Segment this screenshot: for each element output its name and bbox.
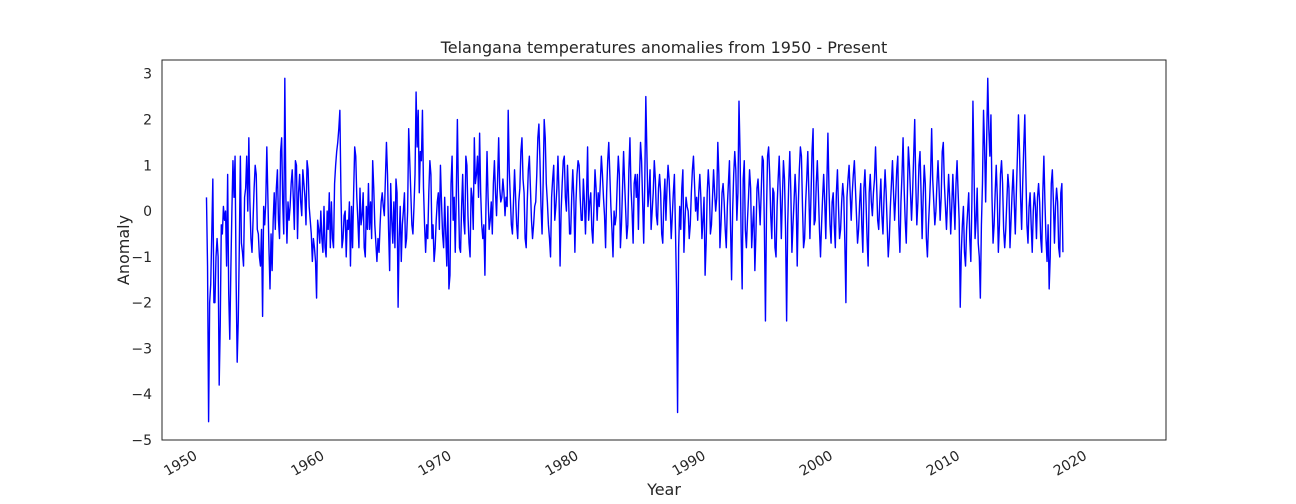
y-tick-label: 1: [143, 158, 152, 174]
x-tick-label: 2020: [1051, 448, 1090, 480]
x-tick-label: 1970: [416, 448, 455, 480]
x-tick-label: 2010: [924, 448, 963, 480]
x-tick-label: 1990: [670, 448, 709, 480]
y-tick-label: −1: [131, 250, 152, 266]
x-tick-label: 1960: [288, 448, 327, 480]
y-tick-label: 0: [143, 204, 152, 220]
chart-title: Telangana temperatures anomalies from 19…: [440, 38, 888, 57]
x-tick-label: 1950: [161, 448, 200, 480]
y-tick-label: 2: [143, 113, 152, 129]
y-axis-ticks: 3 2 1 0 −1 −2 −3 −4 −5: [131, 67, 152, 449]
y-tick-label: −5: [131, 433, 152, 449]
y-tick-label: −2: [131, 296, 152, 312]
x-axis-ticks: 1950 1960 1970 1980 1990 2000 2010 2020: [161, 448, 1089, 480]
anomaly-series-line: [205, 77, 1064, 423]
x-tick-label: 1980: [543, 448, 582, 480]
y-axis-label: Anomaly: [114, 215, 133, 285]
x-axis-label: Year: [646, 480, 681, 499]
y-tick-label: 3: [143, 67, 152, 83]
x-tick-label: 2000: [797, 448, 836, 480]
y-tick-label: −4: [131, 387, 152, 403]
y-tick-label: −3: [131, 341, 152, 357]
